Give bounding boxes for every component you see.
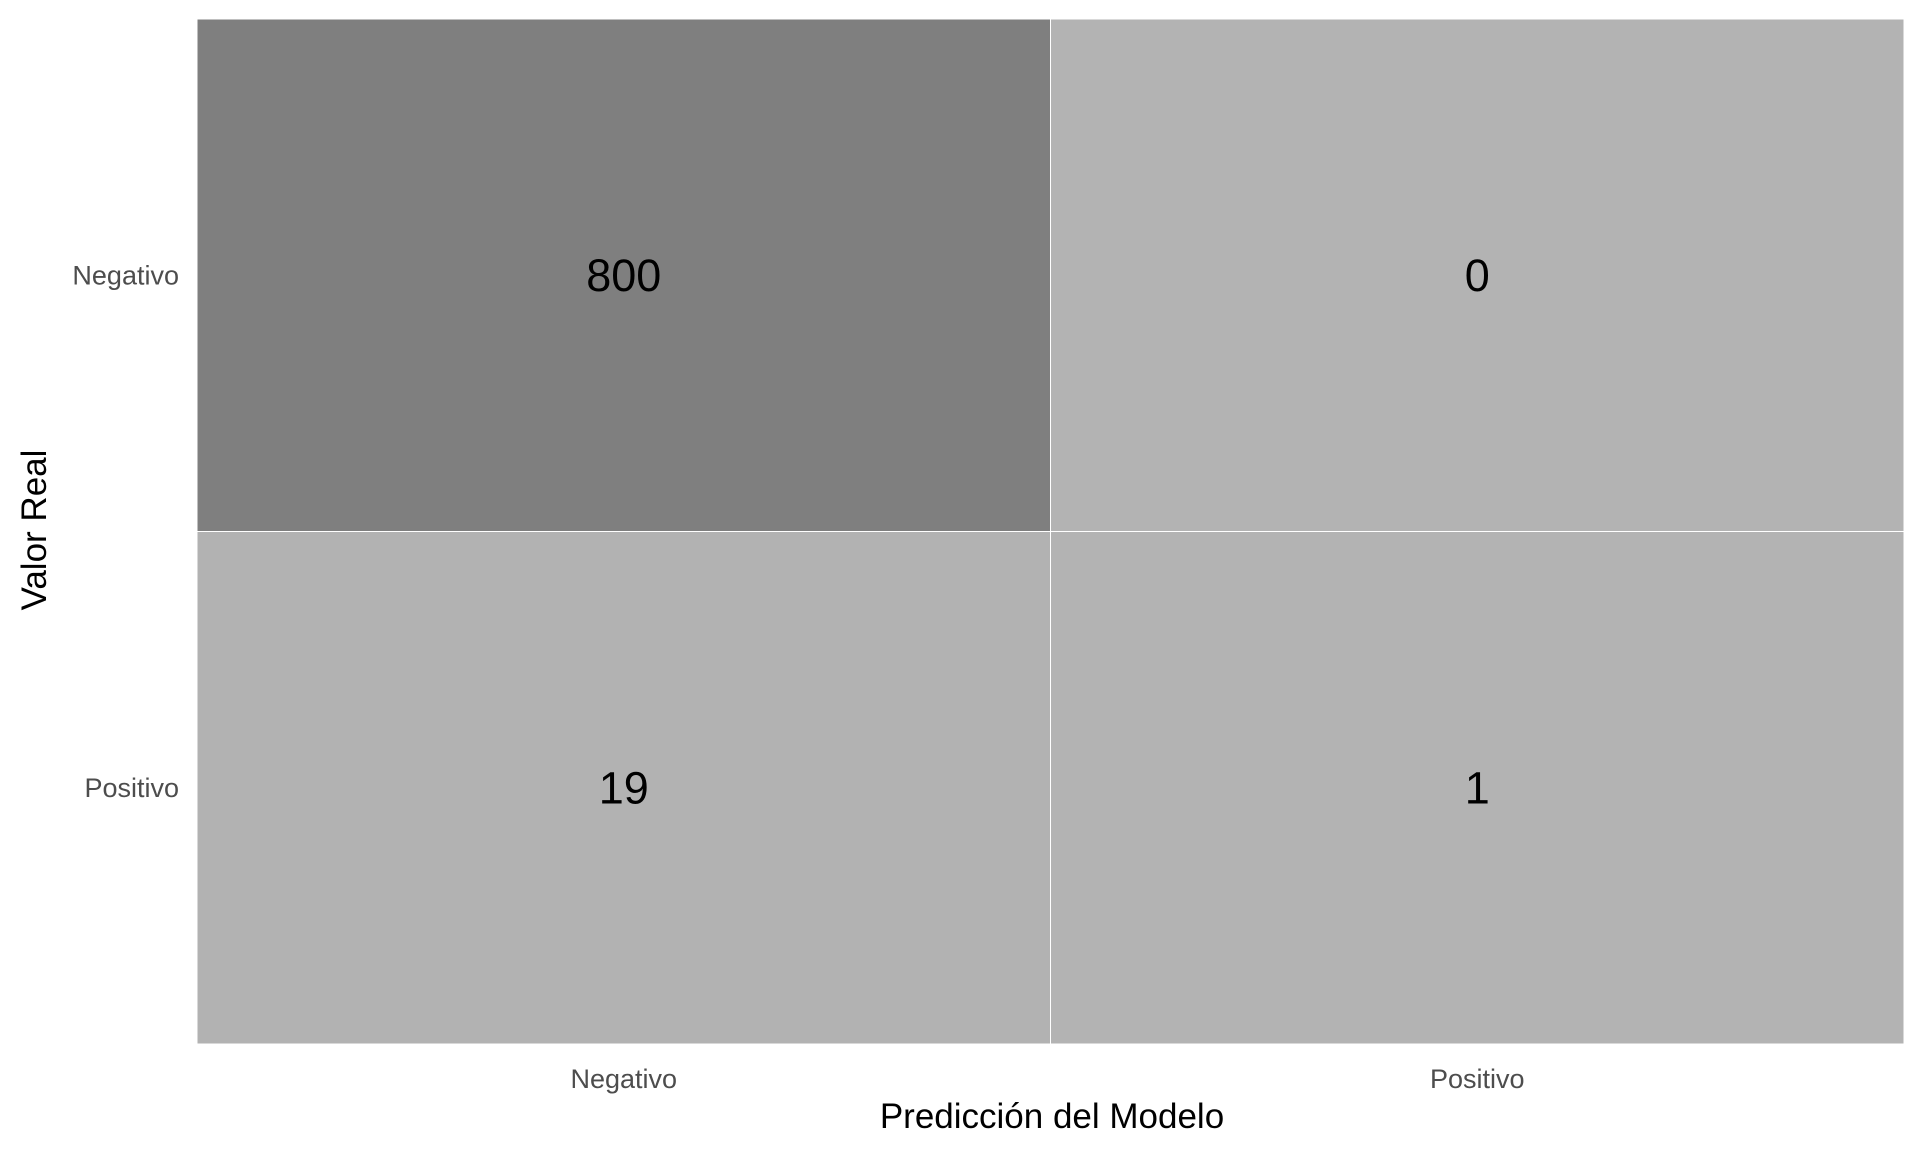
x-tick-label: Positivo: [1430, 1064, 1525, 1094]
cells-layer: [196, 18, 1905, 1045]
y-tick-labels: Negativo Positivo: [72, 260, 179, 803]
heatmap-cell-positivo-negativo: [196, 531, 1051, 1045]
x-tick-labels: Negativo Positivo: [570, 1064, 1524, 1094]
cell-value-label: 0: [1465, 250, 1490, 301]
cell-value-label: 19: [599, 762, 649, 813]
heatmap-cell-negativo-negativo: [196, 18, 1051, 532]
cell-value-label: 800: [586, 250, 661, 301]
y-tick-label: Negativo: [72, 260, 179, 290]
x-tick-label: Negativo: [570, 1064, 677, 1094]
cell-labels-layer: 800 0 19 1: [586, 250, 1490, 814]
x-axis-title: Predicción del Modelo: [880, 1097, 1224, 1136]
y-axis-title: Valor Real: [15, 450, 54, 611]
heatmap-cell-positivo-positivo: [1050, 531, 1905, 1045]
heatmap-cell-negativo-positivo: [1050, 18, 1905, 532]
y-tick-label: Positivo: [84, 773, 179, 803]
cell-value-label: 1: [1465, 762, 1490, 813]
